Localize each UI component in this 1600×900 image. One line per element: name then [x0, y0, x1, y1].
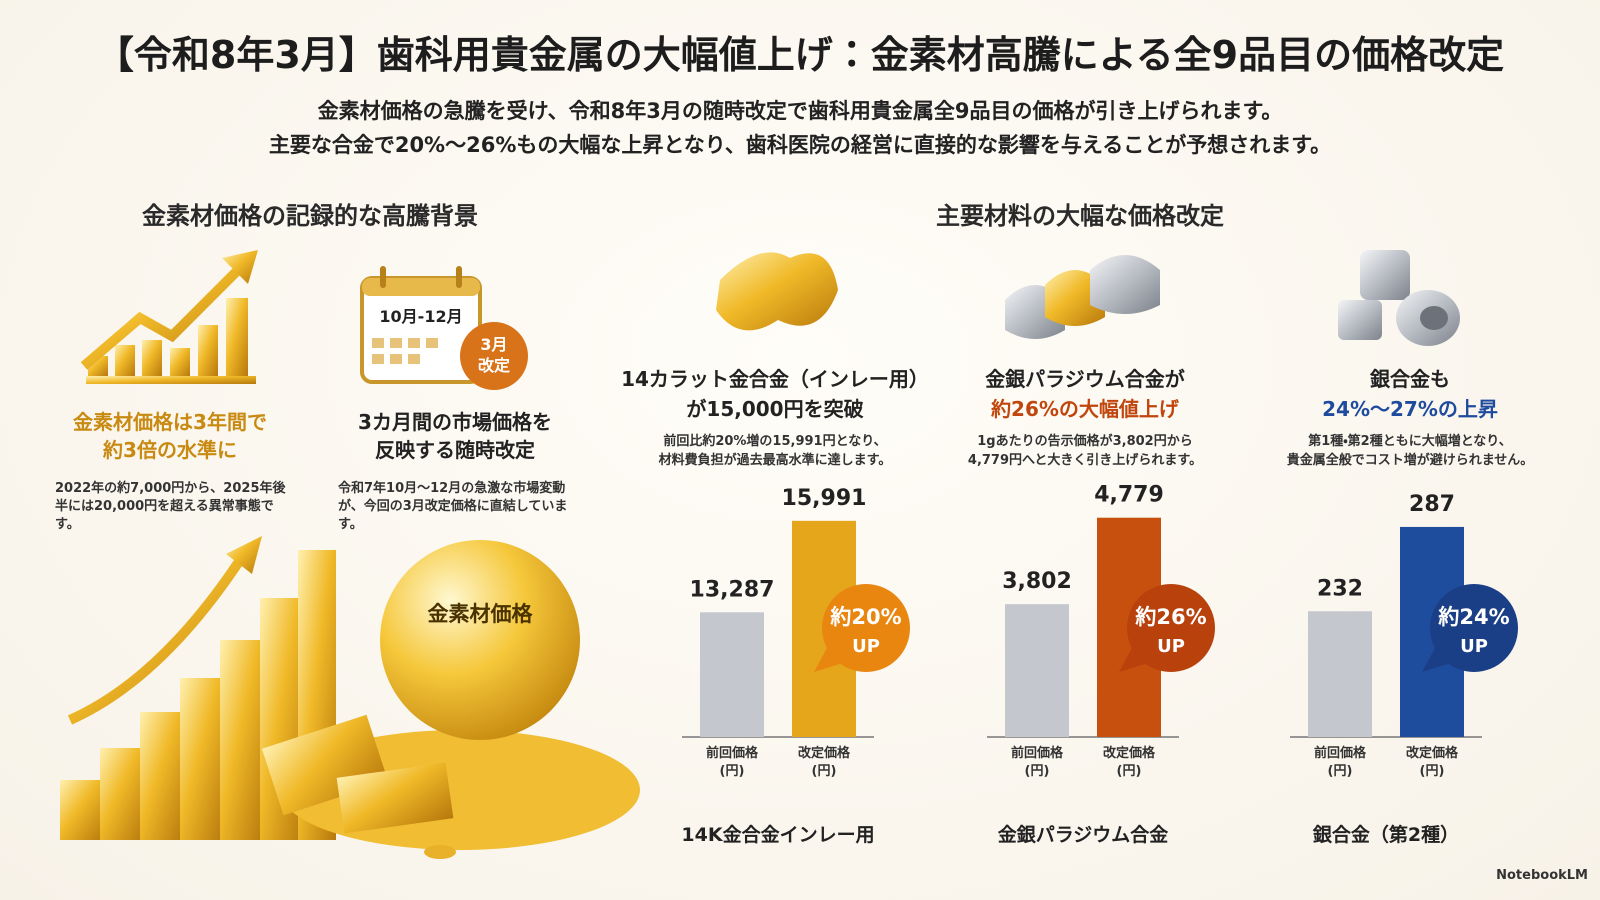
badge	[1430, 584, 1518, 672]
growth-icon	[80, 250, 258, 384]
section-heading: 主要材料の大幅な価格改定	[936, 202, 1224, 230]
bar	[700, 612, 764, 737]
badge-text: UP	[852, 636, 880, 657]
badge-tail	[814, 646, 846, 672]
material-title: 24%〜27%の上昇	[1322, 397, 1498, 421]
card-title: 3カ月間の市場価格を	[358, 410, 552, 434]
material-title: 金銀パラジウム合金が	[985, 367, 1185, 391]
category-label: 前回価格 (円)	[705, 746, 758, 779]
value-label: 287	[1409, 492, 1455, 517]
material-desc: 4,779円へと大きく引き上げられます。	[967, 453, 1203, 468]
bar	[1005, 604, 1069, 737]
crown-icon	[1005, 255, 1160, 339]
badge-text: UP	[1460, 636, 1488, 657]
chart-caption: 金銀パラジウム合金	[997, 824, 1169, 846]
card-body: 令和7年10月〜12月の急激な市場変動が、今回の3月改定価格に直結しています。	[338, 481, 568, 532]
value-label: 15,991	[782, 486, 867, 511]
section-heading: 金素材価格の記録的な高騰背景	[142, 202, 478, 230]
badge-text: UP	[1157, 636, 1185, 657]
card-body: 2022年の約7,000円から、2025年後半には20,000円を超える異常事態…	[55, 481, 286, 532]
value-label: 3,802	[1002, 569, 1072, 594]
subtitle: 金素材価格の急騰を受け、令和8年3月の随時改定で歯科用貴金属全9品目の価格が引き…	[317, 99, 1283, 123]
gold-inlay-icon	[716, 252, 838, 331]
card-title: 反映する随時改定	[375, 438, 535, 462]
calendar-badge: 3月	[480, 335, 508, 354]
material-desc: 材料費負担が過去最高水準に達します。	[658, 453, 892, 468]
material-title: 14カラット金合金（インレー用）	[621, 367, 929, 391]
title: 【令和8年3月】歯科用貴金属の大幅値上げ：金素材高騰による全9品目の価格改定	[95, 33, 1505, 77]
sphere-label: 金素材価格	[427, 602, 533, 626]
category-label: 改定価格 (円)	[797, 746, 850, 779]
value-label: 13,287	[690, 577, 775, 602]
calendar-range: 10月-12月	[379, 307, 463, 326]
category-label: 前回価格 (円)	[1313, 746, 1366, 779]
calendar-badge: 改定	[477, 356, 510, 375]
card-title: 金素材価格は3年間で	[73, 410, 267, 434]
material-desc: 第1種・第2種ともに大幅増となり、	[1308, 434, 1512, 449]
subtitle: 主要な合金で20%〜26%もの大幅な上昇となり、歯科医院の経営に直接的な影響を与…	[268, 133, 1332, 157]
badge-tail	[1422, 646, 1454, 672]
badge-text: 約26%	[1134, 605, 1206, 629]
material-desc: 貴金属全般でコスト増が避けられません。	[1286, 453, 1534, 468]
badge-text: 約24%	[1437, 605, 1509, 629]
badge	[822, 584, 910, 672]
badge-text: 約20%	[829, 605, 901, 629]
card-title: 約3倍の水準に	[103, 438, 237, 462]
calendar-icon	[360, 266, 528, 390]
material-desc: 1gあたりの告示価格が3,802円から	[977, 434, 1193, 449]
material-title: が15,000円を突破	[686, 397, 864, 421]
category-label: 改定価格 (円)	[1102, 746, 1155, 779]
chart-caption: 銀合金（第2種）	[1312, 824, 1460, 846]
bar	[1308, 611, 1372, 737]
footer-brand: NotebookLM	[1496, 868, 1588, 883]
badge-tail	[1119, 646, 1151, 672]
chart-caption: 14K金合金インレー用	[681, 824, 875, 846]
value-label: 232	[1317, 576, 1363, 601]
silver-parts-icon	[1338, 250, 1460, 346]
category-label: 前回価格 (円)	[1010, 746, 1063, 779]
category-label: 改定価格 (円)	[1405, 746, 1458, 779]
gold-sphere	[261, 540, 640, 859]
material-title: 約26%の大幅値上げ	[991, 397, 1179, 421]
material-title: 銀合金も	[1370, 367, 1450, 391]
material-desc: 前回比約20%増の15,991円となり、	[663, 434, 887, 449]
badge	[1127, 584, 1215, 672]
gold-stairs	[60, 536, 336, 840]
value-label: 4,779	[1094, 483, 1164, 508]
